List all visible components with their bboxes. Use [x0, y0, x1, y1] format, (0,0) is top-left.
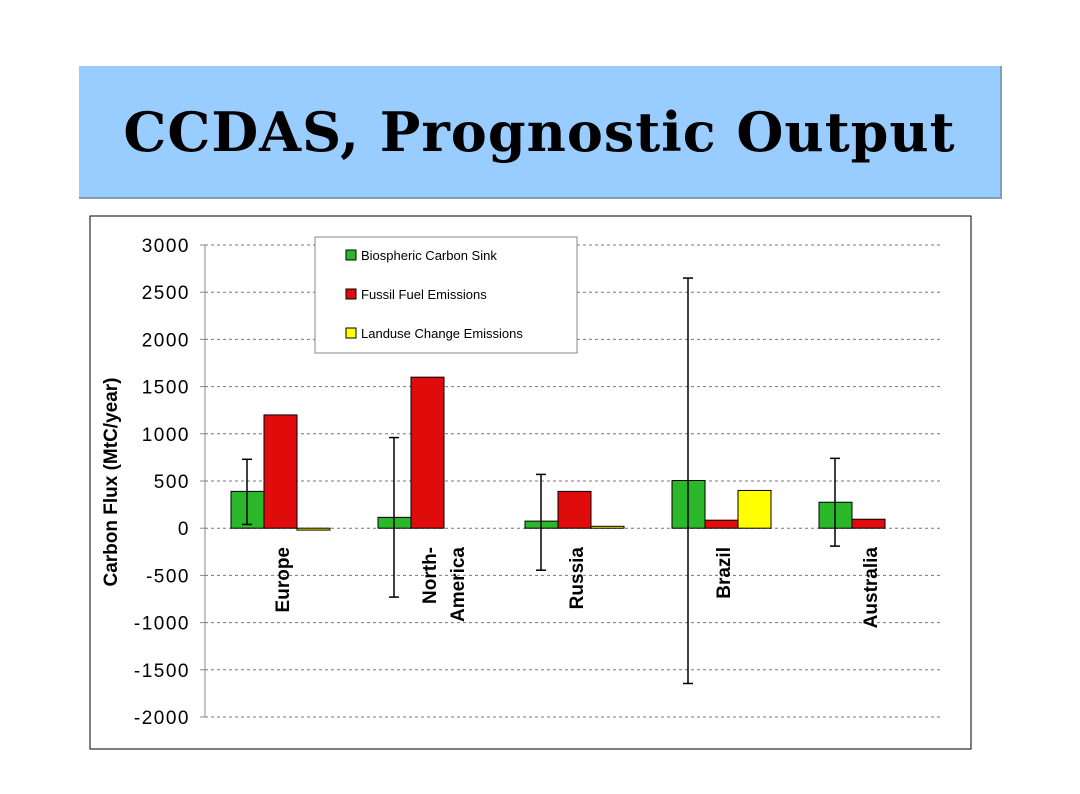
y-tick-label: 2000 [142, 330, 190, 351]
bar [851, 518, 886, 529]
legend-label: Biospheric Carbon Sink [361, 248, 497, 263]
legend-label: Landuse Change Emissions [361, 326, 523, 341]
slide-title: CCDAS, Prognostic Output [123, 99, 956, 164]
bar [410, 376, 445, 529]
bar [557, 490, 592, 529]
bar [590, 525, 625, 529]
category-label: North- [420, 547, 441, 604]
bar [263, 414, 298, 529]
y-tick-label: -2000 [134, 708, 190, 729]
category-label: Russia [567, 547, 588, 610]
title-banner: CCDAS, Prognostic Output [79, 66, 1002, 199]
legend-box [314, 236, 578, 354]
bar [737, 489, 772, 529]
y-tick-label: 1500 [142, 378, 190, 399]
y-tick-label: -1500 [134, 661, 190, 682]
y-tick-label: -500 [146, 566, 190, 587]
category-label: America [448, 547, 469, 622]
y-axis-label: Carbon Flux (MtC/year) [101, 377, 122, 586]
category-label: Australia [861, 547, 882, 629]
category-label: Europe [273, 547, 294, 612]
legend-swatch [345, 249, 357, 261]
bar [296, 527, 331, 531]
legend-swatch [345, 327, 357, 339]
y-tick-label: -1000 [134, 614, 190, 635]
y-tick-label: 1000 [142, 425, 190, 446]
bar [704, 519, 739, 529]
y-tick-label: 2500 [142, 283, 190, 304]
y-tick-label: 3000 [142, 236, 190, 257]
legend-label: Fussil Fuel Emissions [361, 287, 487, 302]
y-tick-label: 0 [178, 519, 190, 540]
category-label: Brazil [714, 547, 735, 599]
y-tick-label: 500 [154, 472, 190, 493]
legend-swatch [345, 288, 357, 300]
